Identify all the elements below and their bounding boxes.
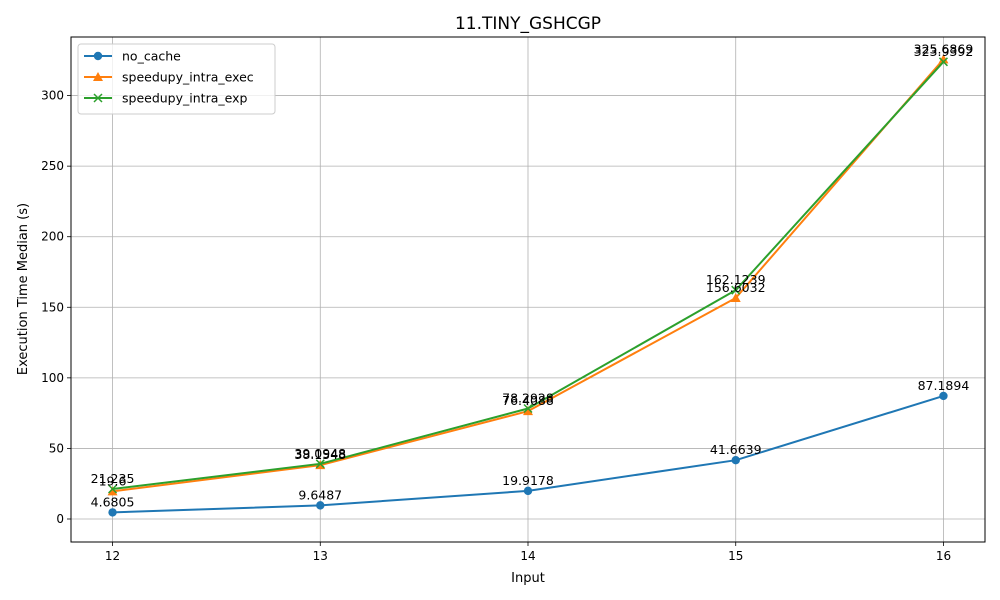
data-point-no-cache: [108, 508, 117, 517]
data-label-speedupy-intra-exec: 38.1548: [294, 447, 346, 462]
y-tick-label: 250: [41, 159, 64, 173]
data-point-no-cache: [316, 501, 325, 510]
data-point-no-cache: [939, 391, 948, 401]
legend-marker-no-cache: [93, 51, 103, 61]
data-labels: 4.6805 9.6487 19.9178 41.6639 87.1894 19.6 38.…: [91, 41, 974, 509]
y-tick-label: 0: [56, 512, 64, 526]
x-tick-label: 15: [728, 549, 743, 563]
y-tick-label: 200: [41, 230, 64, 244]
data-label-speedupy-intra-exec: 19.6: [99, 473, 127, 488]
data-label-no-cache: 19.9178: [502, 473, 554, 488]
legend-marker-speedupy-intra-exec: [93, 72, 103, 81]
y-tick-label: 300: [41, 89, 64, 103]
data-label-speedupy-intra-exp: 162.1239: [706, 272, 766, 287]
legend-marker-speedupy-intra-exp: [93, 93, 103, 103]
x-tick-label: 13: [313, 549, 328, 563]
chart-title: 11.TINY_GSHCGP: [455, 14, 601, 34]
data-point-speedupy-intra-exec: [730, 292, 741, 302]
data-point-speedupy-intra-exec: [107, 486, 118, 496]
data-point-speedupy-intra-exp: [108, 484, 118, 494]
data-label-speedupy-intra-exp: 78.2928: [502, 390, 554, 405]
x-axis-label: Input: [511, 571, 545, 586]
legend-label-speedupy-intra-exp: speedupy_intra_exp: [122, 91, 247, 106]
y-tick-label: 100: [41, 371, 64, 385]
y-axis-ticks: 0 50 100 150 200 250 300: [41, 89, 71, 526]
series-layer: [107, 54, 949, 517]
data-label-speedupy-intra-exp: 323.9392: [914, 44, 974, 59]
data-point-speedupy-intra-exp: [938, 57, 948, 67]
data-label-speedupy-intra-exec: 156.6032: [706, 280, 766, 295]
x-tick-label: 12: [105, 549, 120, 563]
legend-label-speedupy-intra-exec: speedupy_intra_exec: [122, 70, 254, 85]
data-point-speedupy-intra-exec: [938, 54, 949, 64]
data-point-no-cache: [523, 486, 533, 496]
data-label-speedupy-intra-exec: 76.4088: [502, 393, 554, 408]
data-label-no-cache: 87.1894: [918, 378, 970, 393]
legend-box: [77, 43, 276, 115]
data-point-speedupy-intra-exp: [523, 403, 533, 414]
x-tick-label: 16: [936, 549, 951, 563]
data-label-speedupy-intra-exp: 21.235: [91, 471, 135, 486]
data-label-no-cache: 9.6487: [298, 487, 342, 502]
x-axis-ticks: 12 13 14 15 16: [105, 542, 951, 563]
legend: no_cache speedupy_intra_exec speedupy_intr…: [77, 43, 276, 115]
data-point-speedupy-intra-exec: [523, 406, 533, 416]
data-label-no-cache: 4.6805: [91, 494, 135, 509]
data-point-no-cache: [731, 455, 740, 465]
y-tick-label: 50: [49, 441, 64, 455]
legend-label-no-cache: no_cache: [122, 49, 181, 64]
y-tick-label: 150: [41, 300, 64, 314]
data-label-speedupy-intra-exec: 325.6869: [914, 41, 974, 56]
x-tick-label: 14: [520, 549, 535, 563]
data-label-no-cache: 41.6639: [710, 442, 762, 457]
data-point-speedupy-intra-exp: [315, 459, 325, 469]
y-axis-label: Execution Time Median (s): [16, 203, 31, 375]
data-point-speedupy-intra-exp: [731, 285, 741, 295]
grid-lines: [71, 37, 985, 542]
data-label-speedupy-intra-exp: 39.0948: [294, 446, 346, 461]
